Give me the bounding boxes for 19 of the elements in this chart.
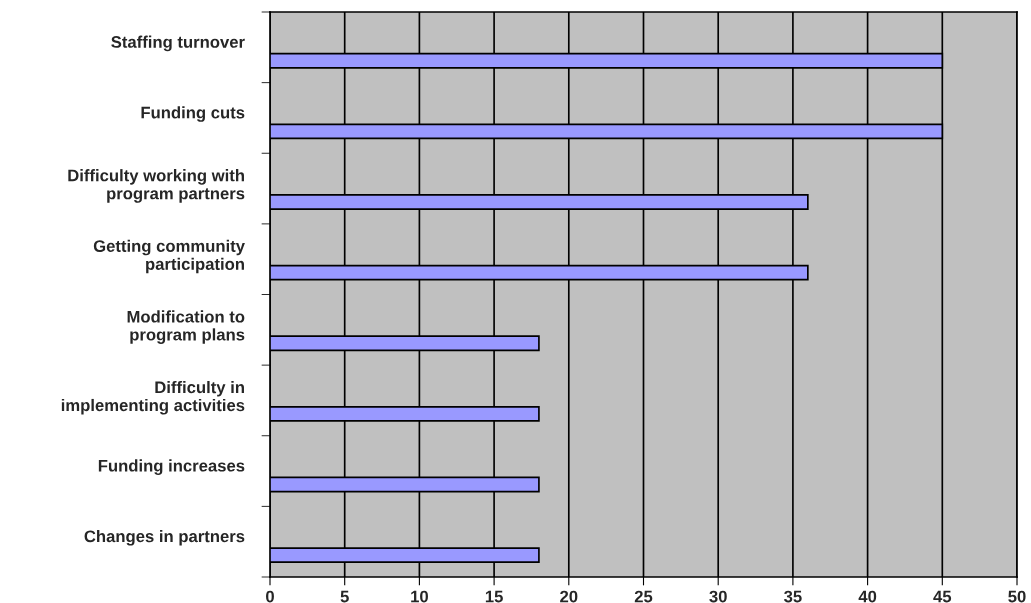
y-tick-label: Changes in partners xyxy=(84,530,245,546)
x-tick-label: 35 xyxy=(784,590,802,603)
y-tick-label: Difficulty in implementing activities xyxy=(61,380,245,415)
x-tick-label: 5 xyxy=(340,590,349,603)
y-tick-label: Modification to program plans xyxy=(127,310,245,344)
x-tick-label: 50 xyxy=(1008,590,1026,603)
x-tick-label: 15 xyxy=(485,590,503,603)
y-tick-label: Staffing turnover xyxy=(111,35,245,52)
x-tick-label: 45 xyxy=(933,590,952,603)
x-tick-label: 30 xyxy=(709,590,727,603)
x-tick-label: 10 xyxy=(411,590,428,603)
y-tick-label: Funding increases xyxy=(98,459,245,475)
x-tick-label: 20 xyxy=(560,590,578,603)
x-tick-label: 0 xyxy=(266,590,274,603)
y-tick-label: Difficulty working with program partners xyxy=(68,169,245,203)
x-tick-label: 40 xyxy=(858,590,877,603)
x-tick-label: 25 xyxy=(634,590,653,603)
y-tick-label: Funding cuts xyxy=(141,106,245,122)
y-tick-label: Getting community participation xyxy=(93,239,245,274)
